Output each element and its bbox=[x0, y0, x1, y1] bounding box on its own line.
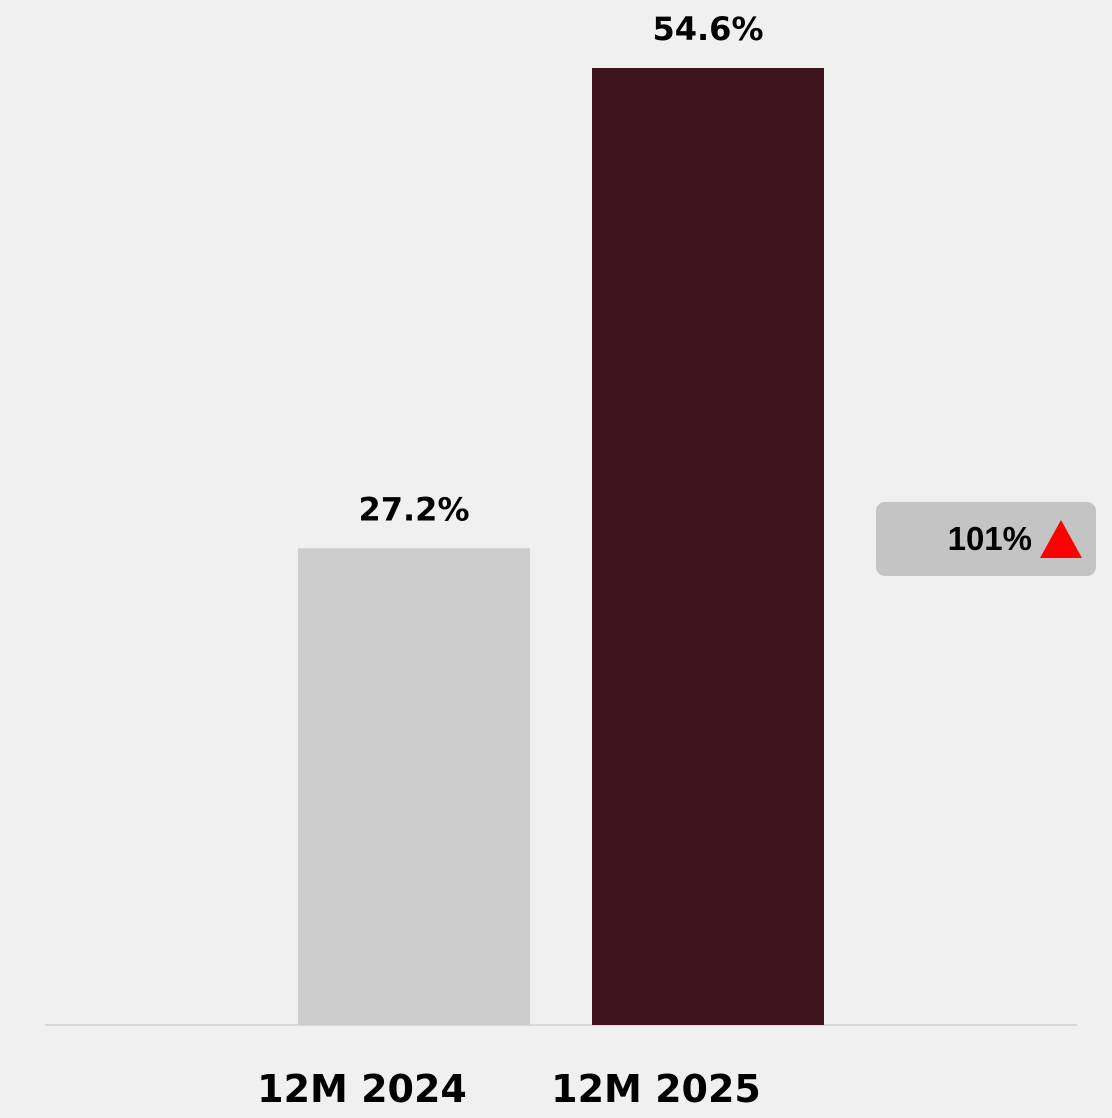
change-value: 101% bbox=[947, 520, 1032, 557]
labels-layer: 27.2% 12M 2024 54.6% 12M 2025 bbox=[257, 10, 763, 1111]
bar-1 bbox=[592, 68, 824, 1025]
category-label-0: 12M 2024 bbox=[257, 1067, 467, 1111]
bar-value-label-0: 27.2% bbox=[358, 490, 469, 528]
bar-0 bbox=[298, 548, 530, 1025]
change-badge: 101% bbox=[876, 502, 1096, 576]
triangle-up-icon bbox=[1040, 520, 1082, 558]
bars-layer bbox=[298, 68, 824, 1025]
bar-value-label-1: 54.6% bbox=[652, 10, 763, 48]
category-label-1: 12M 2025 bbox=[551, 1067, 761, 1111]
